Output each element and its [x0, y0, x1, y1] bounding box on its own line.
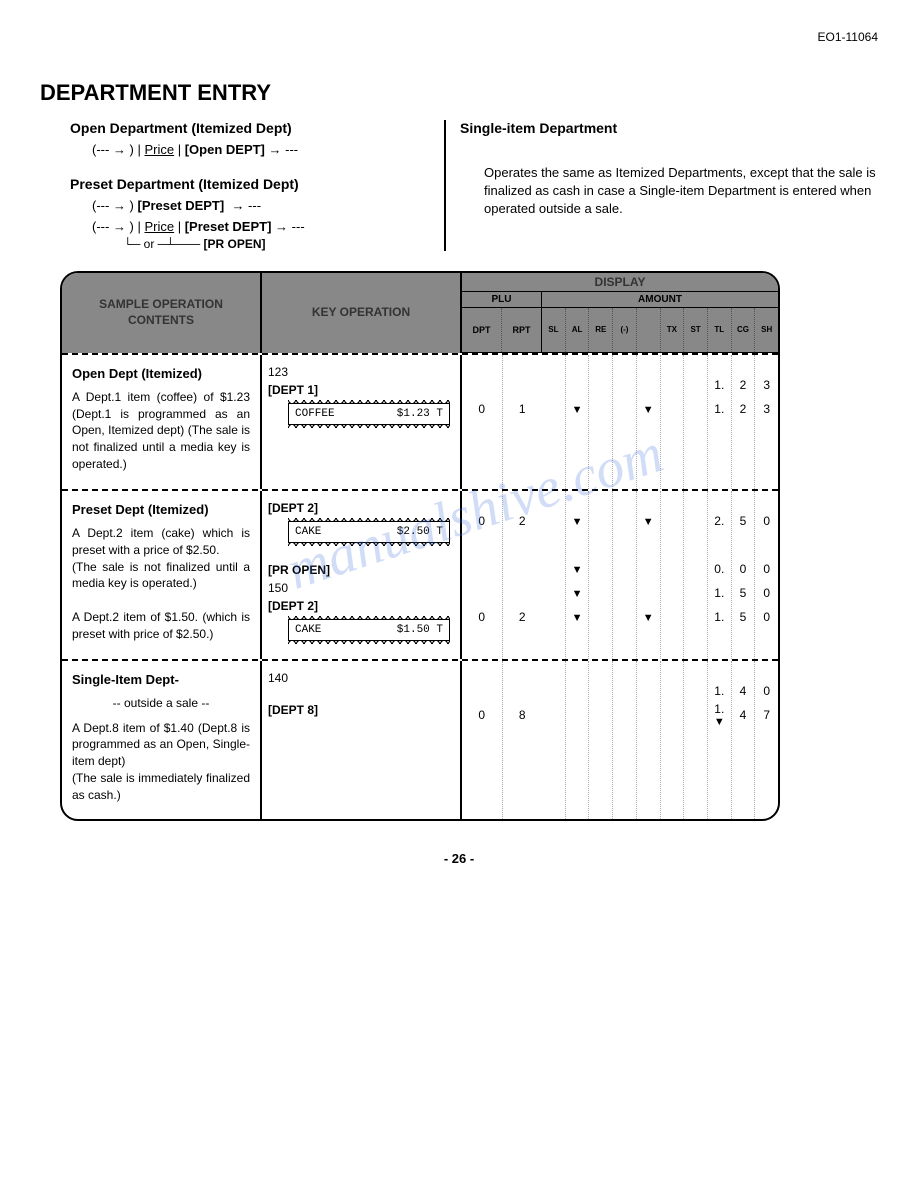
th-rpt: RPT [502, 308, 541, 351]
th-display-title: DISPLAY [462, 273, 778, 292]
table-header: SAMPLE OPERATION CONTENTS KEY OPERATION … [62, 273, 778, 352]
preset-dept-heading: Preset Department (Itemized Dept) [70, 176, 430, 192]
th-display: DISPLAY PLU DPT RPT AMOUNT SLALRE(-) TXST… [462, 273, 778, 352]
row-desc: A Dept.1 item (coffee) of $1.23 (Dept.1 … [72, 389, 250, 473]
th-amt-col: AL [566, 308, 590, 351]
keyop: 123 [268, 365, 454, 379]
doc-id: EO1-11064 [818, 30, 879, 44]
table-row: Preset Dept (Itemized) A Dept.2 item (ca… [62, 489, 778, 659]
keyop: [DEPT 2] [268, 501, 454, 515]
syntax-section: Open Department (Itemized Dept) (--- → )… [70, 120, 878, 251]
receipt-item: CAKE [295, 624, 321, 636]
open-dept-syntax: (--- → ) | Price | [Open DEPT] → --- [92, 140, 430, 161]
open-dept-heading: Open Department (Itemized Dept) [70, 120, 430, 136]
keyop: [DEPT 1] [268, 383, 454, 397]
th-amt-col: (-) [613, 308, 637, 351]
th-keyop: KEY OPERATION [262, 273, 462, 352]
receipt-item: CAKE [295, 526, 321, 538]
th-amt-col: SL [542, 308, 566, 351]
th-amt-col: ST [684, 308, 708, 351]
row-desc: A Dept.8 item of $1.40 (Dept.8 is progra… [72, 720, 250, 804]
th-sample: SAMPLE OPERATION CONTENTS [62, 273, 262, 352]
th-amount: AMOUNT [542, 292, 778, 308]
table-row: Open Dept (Itemized) A Dept.1 item (coff… [62, 353, 778, 489]
row-desc2: A Dept.2 item of $1.50. (which is preset… [72, 609, 250, 643]
receipt-price: $1.50 T [397, 624, 443, 636]
single-item-heading: Single-item Department [460, 120, 878, 136]
page-title: DEPARTMENT ENTRY [40, 80, 878, 106]
keyop: [DEPT 2] [268, 599, 454, 613]
single-item-desc: Operates the same as Itemized Department… [484, 164, 878, 219]
preset-dept-syntax1: (--- → ) [Preset DEPT] → --- [92, 196, 430, 217]
row-title: Single-Item Dept- [72, 671, 250, 689]
th-dpt: DPT [462, 308, 502, 351]
row-sub: -- outside a sale -- [72, 695, 250, 712]
page-number: - 26 - [40, 851, 878, 866]
preset-dept-syntax2: (--- → ) | Price | [Preset DEPT] → --- [92, 217, 430, 238]
row-title: Preset Dept (Itemized) [72, 501, 250, 519]
keyop: 150 [268, 581, 454, 595]
table-row: Single-Item Dept- -- outside a sale -- A… [62, 659, 778, 820]
th-amt-col [637, 308, 661, 351]
th-amt-col: CG [732, 308, 756, 351]
receipt-price: $1.23 T [397, 408, 443, 420]
th-amt-col: RE [589, 308, 613, 351]
th-plu: PLU [462, 292, 541, 308]
receipt-price: $2.50 T [397, 526, 443, 538]
receipt-item: COFFEE [295, 408, 335, 420]
receipt: COFFEE $1.23 T [288, 403, 450, 425]
receipt: CAKE $1.50 T [288, 619, 450, 641]
th-amt-col: TX [661, 308, 685, 351]
keyop: 140 [268, 671, 454, 685]
keyop: [PR OPEN] [268, 563, 454, 577]
pr-open-line: └─ or ─┴─── [PR OPEN] [110, 237, 430, 251]
th-amt-col: SH [755, 308, 778, 351]
keyop: [DEPT 8] [268, 703, 454, 717]
row-desc: A Dept.2 item (cake) which is preset wit… [72, 525, 250, 592]
row-title: Open Dept (Itemized) [72, 365, 250, 383]
receipt: CAKE $2.50 T [288, 521, 450, 543]
operation-table: SAMPLE OPERATION CONTENTS KEY OPERATION … [60, 271, 780, 821]
th-amt-col: TL [708, 308, 732, 351]
vertical-divider [444, 120, 446, 251]
